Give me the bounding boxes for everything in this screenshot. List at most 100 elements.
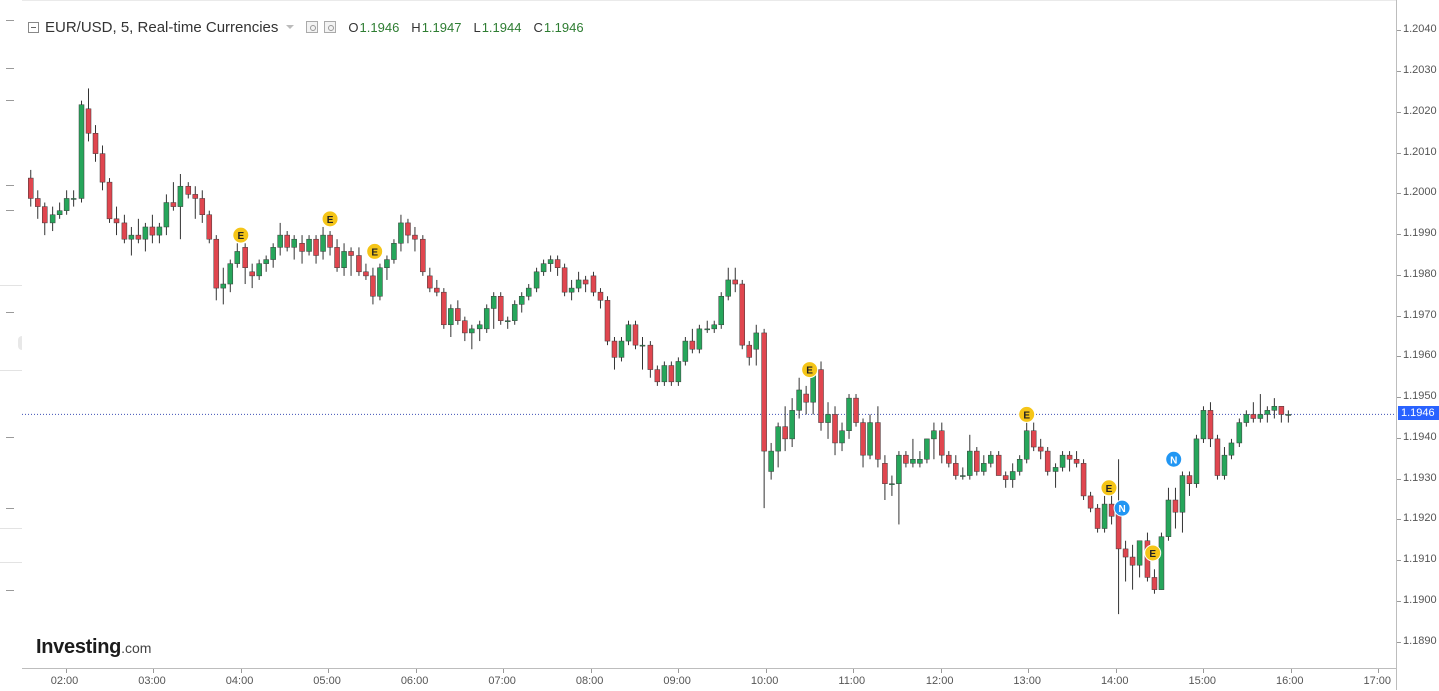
candle-body — [732, 279, 739, 285]
candle-body — [1285, 414, 1292, 416]
candle-body — [1129, 556, 1136, 566]
time-tick-label: 06:00 — [400, 675, 429, 687]
economic-event-marker — [801, 361, 819, 379]
candle-body — [234, 251, 241, 264]
price-tick-label: 1.1910 — [1403, 553, 1437, 566]
time-tick-label: 17:00 — [1363, 675, 1392, 687]
candle-body — [327, 234, 333, 248]
price-axis[interactable]: 1.2040 1.2030 1.2020 1.2010 1.2000 1.1990 1.19… — [1396, 0, 1439, 690]
time-tick — [1115, 669, 1117, 673]
candle-body — [384, 259, 390, 268]
candle-body — [1151, 577, 1158, 590]
candle-body — [341, 251, 347, 268]
candle-body — [434, 287, 440, 293]
candle-body — [78, 104, 85, 199]
price-tick — [1397, 30, 1401, 32]
candle-body — [398, 222, 404, 244]
candle-body — [1122, 548, 1129, 558]
ohlc-high-key: H — [411, 19, 421, 35]
candle-body — [775, 426, 781, 452]
price-tick-label: 1.2010 — [1403, 145, 1437, 158]
candle-body — [882, 463, 888, 484]
candle-body — [142, 226, 149, 240]
price-tick-label: 1.1970 — [1403, 308, 1437, 321]
toolbar-tool-icon[interactable] — [6, 100, 14, 101]
candle-body — [782, 426, 788, 440]
candle-body — [960, 475, 966, 477]
price-tick-label: 1.2020 — [1403, 104, 1437, 117]
candle-body — [917, 459, 923, 464]
news-event-marker — [1113, 499, 1131, 517]
candle-body — [739, 283, 746, 346]
candle-body — [320, 234, 326, 252]
time-tick-label: 12:00 — [925, 675, 954, 687]
candle-body — [647, 344, 654, 370]
candle-body — [220, 283, 227, 289]
candle-body — [206, 214, 213, 240]
candle-body — [654, 369, 661, 383]
left-drawing-toolbar — [0, 0, 26, 690]
visibility-icon[interactable] — [306, 21, 319, 33]
candle-body — [284, 234, 290, 248]
candle-body — [675, 361, 682, 383]
candle-body — [42, 206, 48, 224]
price-tick — [1397, 560, 1401, 562]
economic-event-marker — [1018, 405, 1036, 423]
chevron-down-icon[interactable] — [286, 25, 295, 29]
candle-body — [896, 454, 902, 484]
price-tick — [1397, 193, 1401, 195]
price-tick-label: 1.1980 — [1403, 267, 1437, 280]
time-axis[interactable]: 02:00 03:00 04:00 05:00 06:00 07:00 08:00 09:00… — [22, 668, 1396, 691]
time-tick-label: 10:00 — [750, 675, 779, 687]
candle-body — [931, 430, 937, 440]
candle-body — [1136, 540, 1143, 566]
toolbar-tool-icon[interactable] — [6, 20, 14, 21]
toolbar-tool-icon[interactable] — [6, 210, 14, 211]
candle-body — [682, 340, 689, 362]
time-tick-label: 04:00 — [225, 675, 254, 687]
candle-body — [1037, 446, 1044, 452]
candle-body — [875, 422, 881, 460]
candle-body — [70, 198, 77, 200]
candle-body — [711, 324, 718, 330]
candle-body — [1044, 450, 1051, 472]
candle-body — [370, 275, 376, 297]
collapse-legend-icon[interactable] — [28, 21, 39, 33]
candle-body — [185, 185, 192, 195]
candle-body — [469, 328, 475, 334]
price-tick — [1397, 600, 1401, 602]
toolbar-tool-icon[interactable] — [6, 437, 14, 438]
candle-body — [1250, 414, 1257, 419]
toolbar-tool-icon[interactable] — [6, 590, 14, 591]
candle-body — [1264, 410, 1271, 415]
candle-body — [718, 296, 725, 326]
candle-body — [860, 422, 866, 456]
candle-body — [270, 247, 276, 260]
candle-body — [746, 344, 753, 358]
candle-body — [391, 243, 397, 260]
time-tick-label: 09:00 — [663, 675, 691, 687]
toolbar-tool-icon[interactable] — [6, 508, 14, 509]
time-tick — [940, 669, 942, 673]
ohlc-low-value: 1.1944 — [481, 19, 522, 35]
candle-body — [1073, 459, 1080, 464]
candle-body — [1023, 430, 1030, 460]
price-tick — [1397, 356, 1401, 358]
candle-body — [1257, 414, 1264, 419]
price-tick-label: 1.1940 — [1403, 430, 1437, 443]
candle-body — [242, 247, 248, 268]
settings-icon[interactable] — [324, 21, 337, 33]
candle-body — [761, 332, 767, 452]
toolbar-tool-icon[interactable] — [6, 185, 14, 186]
candle-body — [910, 459, 916, 464]
symbol-title[interactable]: EUR/USD, 5, Real-time Currencies — [45, 18, 279, 36]
candle-body — [1165, 499, 1172, 537]
toolbar-tool-icon[interactable] — [6, 312, 14, 313]
toolbar-tool-icon[interactable] — [6, 68, 14, 69]
candle-body — [113, 218, 120, 224]
time-tick — [590, 669, 592, 673]
toolbar-divider — [0, 370, 22, 371]
candle-body — [575, 279, 582, 289]
